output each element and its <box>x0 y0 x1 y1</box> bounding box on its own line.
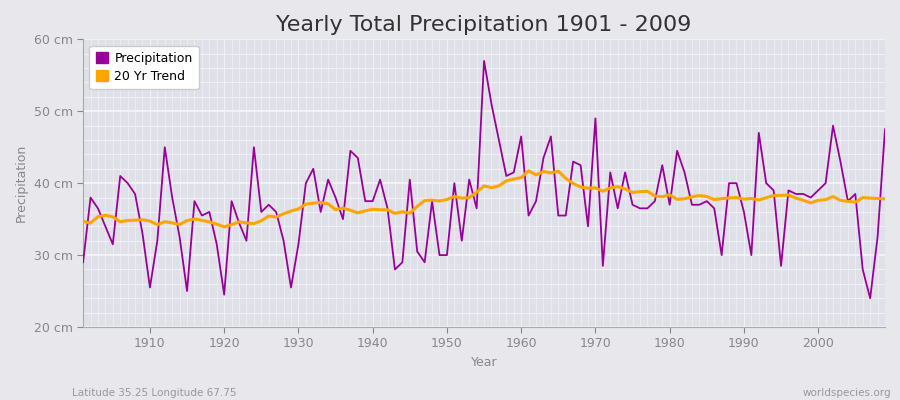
X-axis label: Year: Year <box>471 356 498 369</box>
Title: Yearly Total Precipitation 1901 - 2009: Yearly Total Precipitation 1901 - 2009 <box>276 15 692 35</box>
Legend: Precipitation, 20 Yr Trend: Precipitation, 20 Yr Trend <box>89 46 199 89</box>
Text: worldspecies.org: worldspecies.org <box>803 388 891 398</box>
Y-axis label: Precipitation: Precipitation <box>15 144 28 222</box>
Text: Latitude 35.25 Longitude 67.75: Latitude 35.25 Longitude 67.75 <box>72 388 237 398</box>
